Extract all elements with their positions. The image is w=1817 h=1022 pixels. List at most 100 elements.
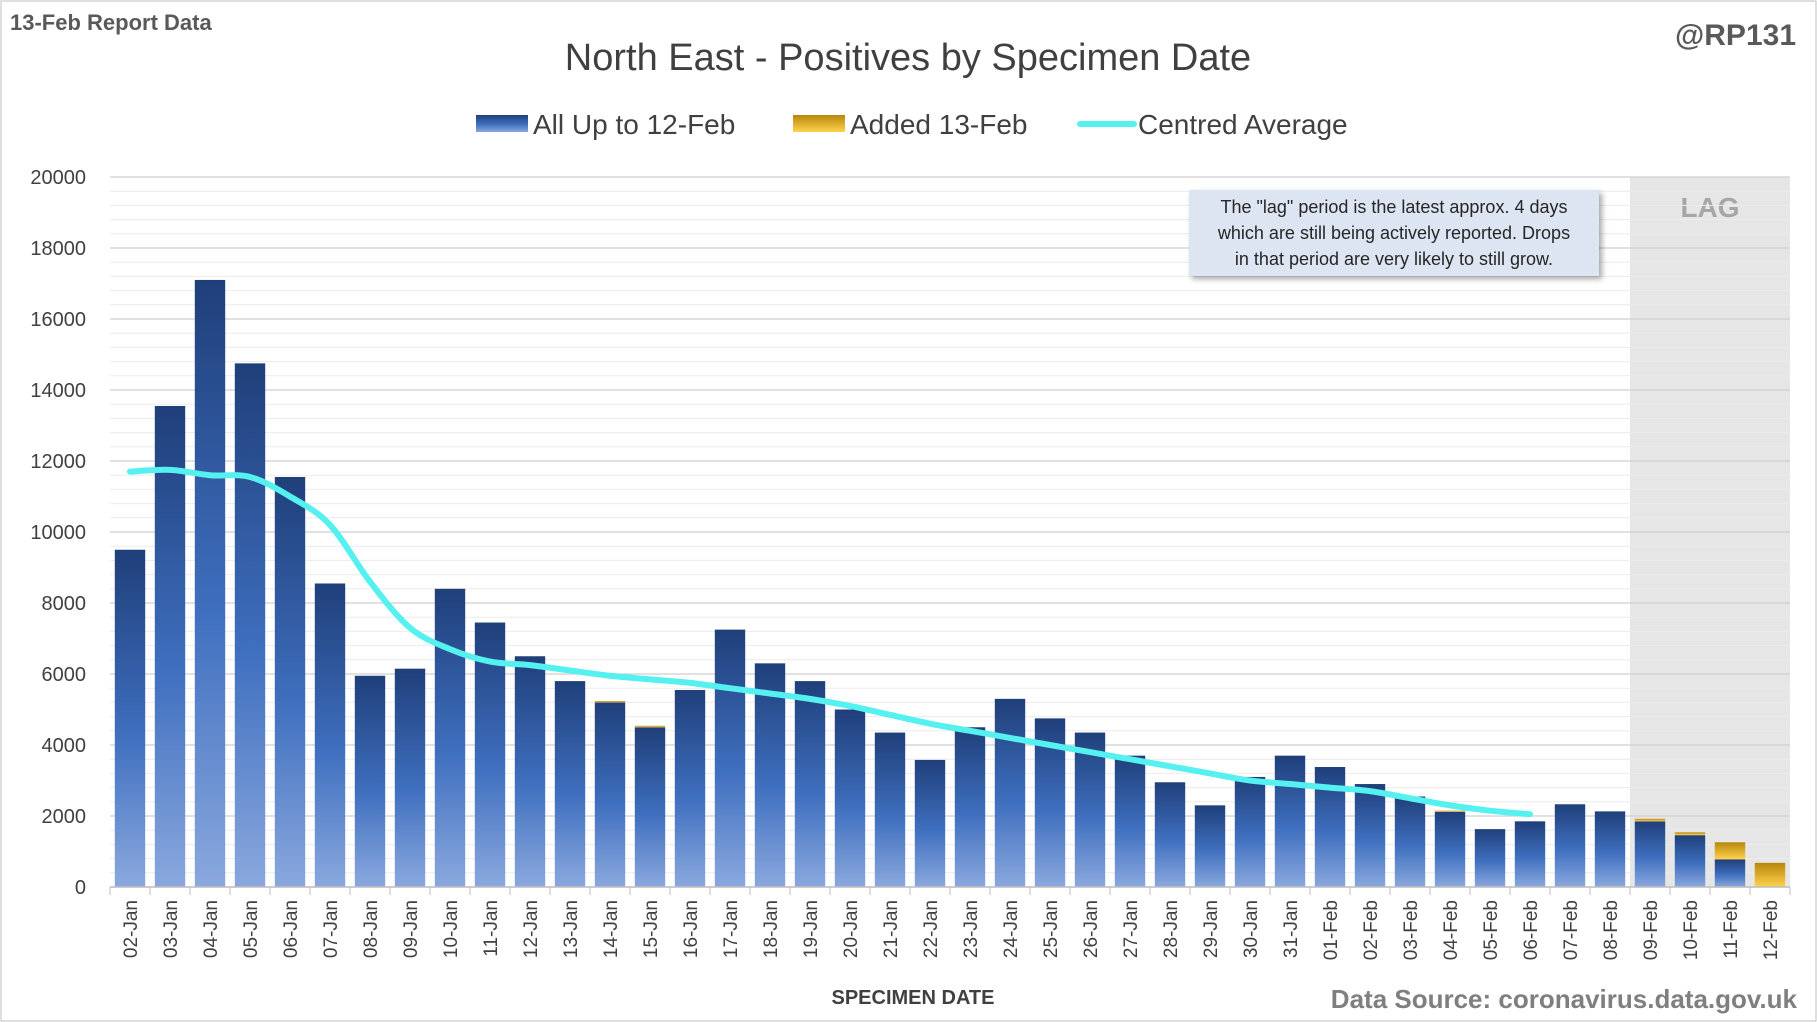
bar-added-13-feb: [594, 700, 626, 703]
x-tick-label: 23-Jan: [961, 900, 982, 958]
x-tick-label: 09-Feb: [1641, 900, 1662, 960]
x-tick-label: 09-Jan: [401, 900, 422, 958]
x-tick-label: 28-Jan: [1161, 900, 1182, 958]
x-tick-label: 10-Feb: [1681, 900, 1702, 960]
bar-all-up-to-12-feb: [394, 668, 426, 887]
bar-all-up-to-12-feb: [354, 675, 386, 887]
bar-all-up-to-12-feb: [434, 588, 466, 887]
bar-all-up-to-12-feb: [714, 629, 746, 887]
bar-all-up-to-12-feb: [1514, 821, 1546, 887]
y-tick-label: 16000: [30, 309, 86, 331]
bar-all-up-to-12-feb: [194, 279, 226, 887]
bar-added-13-feb: [1434, 810, 1466, 812]
x-tick-label: 31-Jan: [1281, 900, 1302, 958]
x-axis-title: SPECIMEN DATE: [832, 987, 995, 1009]
y-tick-label: 18000: [30, 238, 86, 260]
x-tick-label: 24-Jan: [1001, 900, 1022, 958]
series-line-centred-average: [127, 466, 1533, 818]
lag-label: LAG: [1680, 192, 1739, 223]
bar-all-up-to-12-feb: [594, 702, 626, 887]
x-tick-label: 17-Jan: [721, 900, 742, 958]
legend-label-centred-average: Centred Average: [1138, 109, 1348, 140]
bar-all-up-to-12-feb: [1274, 755, 1306, 887]
x-tick-label: 07-Feb: [1561, 900, 1582, 960]
x-tick-label: 06-Feb: [1521, 900, 1542, 960]
bar-all-up-to-12-feb: [794, 681, 826, 887]
bar-all-up-to-12-feb: [1594, 811, 1626, 887]
x-tick-label: 05-Feb: [1481, 900, 1502, 960]
bar-added-13-feb: [1714, 842, 1746, 860]
bar-all-up-to-12-feb: [1434, 811, 1466, 887]
bar-all-up-to-12-feb: [994, 698, 1026, 887]
bar-all-up-to-12-feb: [274, 476, 306, 887]
bar-all-up-to-12-feb: [1194, 805, 1226, 887]
x-tick-label: 03-Feb: [1401, 900, 1422, 960]
grid-lines: [110, 176, 1790, 888]
x-tick-label: 12-Jan: [521, 900, 542, 958]
x-tick-label: 05-Jan: [241, 900, 262, 958]
bar-all-up-to-12-feb: [1154, 782, 1186, 887]
bar-all-up-to-12-feb: [1634, 821, 1666, 887]
bar-all-up-to-12-feb: [914, 759, 946, 887]
x-tick-label: 15-Jan: [641, 900, 662, 958]
bar-all-up-to-12-feb: [314, 583, 346, 887]
x-tick-label: 14-Jan: [601, 900, 622, 958]
y-tick-label: 20000: [30, 167, 86, 189]
x-tick-label: 06-Jan: [281, 900, 302, 958]
x-tick-label: 08-Jan: [361, 900, 382, 958]
bar-all-up-to-12-feb: [114, 549, 146, 887]
bar-all-up-to-12-feb: [514, 656, 546, 887]
bar-all-up-to-12-feb: [1354, 784, 1386, 887]
y-tick-label: 14000: [30, 380, 86, 402]
x-tick-label: 18-Jan: [761, 900, 782, 958]
legend-swatch-all-up-to-12-feb: [476, 115, 528, 132]
annotation-box: [1189, 190, 1599, 276]
x-tick-label: 16-Jan: [681, 900, 702, 958]
bar-all-up-to-12-feb: [1474, 829, 1506, 887]
y-tick-label: 0: [75, 877, 86, 899]
x-tick-label: 25-Jan: [1041, 900, 1062, 958]
legend-label-added-13-feb: Added 13-Feb: [850, 109, 1027, 140]
bar-all-up-to-12-feb: [1714, 859, 1746, 887]
y-tick-label: 6000: [42, 664, 87, 686]
x-tick-label: 02-Jan: [121, 900, 142, 958]
y-tick-label: 2000: [42, 806, 87, 828]
x-tick-label: 30-Jan: [1241, 900, 1262, 958]
bar-all-up-to-12-feb: [1114, 755, 1146, 887]
bar-all-up-to-12-feb: [554, 681, 586, 887]
x-tick-label: 19-Jan: [801, 900, 822, 958]
bar-added-13-feb: [634, 725, 666, 728]
bar-added-13-feb: [1754, 862, 1786, 887]
report-label: 13-Feb Report Data: [10, 10, 212, 35]
annotation-line-1: The "lag" period is the latest approx. 4…: [1221, 197, 1568, 217]
bar-all-up-to-12-feb: [234, 363, 266, 887]
x-tick-label: 03-Jan: [161, 900, 182, 958]
x-tick-label: 13-Jan: [561, 900, 582, 958]
handle-label: @RP131: [1675, 19, 1796, 52]
x-tick-label: 22-Jan: [921, 900, 942, 958]
x-axis: 02-Jan 03-Jan 04-Jan 05-Jan 06-Jan 07-Jan 08-J…: [109, 887, 1791, 960]
annotation-line-3: in that period are very likely to still …: [1235, 249, 1553, 269]
bar-all-up-to-12-feb: [1554, 804, 1586, 887]
source-note: Data Source: coronavirus.data.gov.uk: [1331, 984, 1798, 1014]
legend-label-all-up-to-12-feb: All Up to 12-Feb: [533, 109, 735, 140]
y-tick-label: 8000: [42, 593, 87, 615]
x-tick-label: 10-Jan: [441, 900, 462, 958]
x-tick-label: 04-Jan: [201, 900, 222, 958]
legend-swatch-added-13-feb: [793, 115, 845, 132]
bar-added-13-feb: [1674, 832, 1706, 836]
x-tick-label: 11-Feb: [1721, 900, 1742, 959]
x-tick-label: 21-Jan: [881, 900, 902, 958]
bar-all-up-to-12-feb: [474, 622, 506, 887]
x-tick-label: 26-Jan: [1081, 900, 1102, 958]
x-tick-label: 29-Jan: [1201, 900, 1222, 958]
bar-all-up-to-12-feb: [954, 727, 986, 887]
y-tick-label: 10000: [30, 522, 86, 544]
y-axis: 0 2000 4000 6000 8000 10000 12000 14000 16000 180…: [30, 167, 86, 899]
bar-all-up-to-12-feb: [1234, 776, 1266, 887]
x-tick-label: 08-Feb: [1601, 900, 1622, 960]
bar-added-13-feb: [1634, 818, 1666, 822]
x-tick-label: 12-Feb: [1761, 900, 1782, 960]
legend: All Up to 12-Feb Added 13-Feb Centred Av…: [476, 109, 1348, 140]
x-tick-label: 27-Jan: [1121, 900, 1142, 958]
